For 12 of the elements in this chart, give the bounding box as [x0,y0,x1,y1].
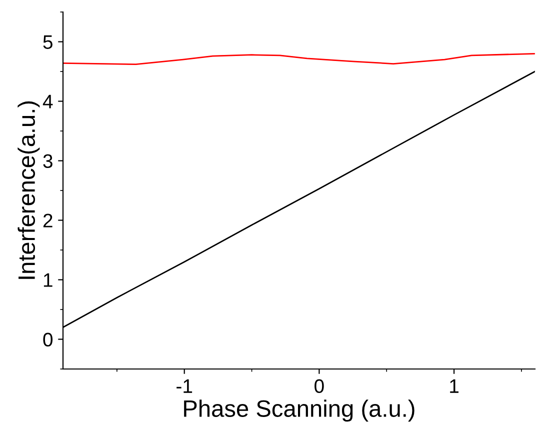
y-axis-title: Interference(a.u.) [18,101,40,279]
y-tick-label: 1 [44,273,52,287]
x-tick-label: 0 [314,379,324,394]
line-series [63,52,535,66]
y-tick-label: 2 [43,214,52,228]
y-tick-label: 5 [43,35,52,49]
x-tick-label: 1 [450,379,458,393]
y-tick-label: 4 [42,94,53,108]
y-tick-label: 3 [43,154,52,168]
x-axis-title: Phase Scanning (a.u.) [184,400,414,422]
x-tick-label: -1 [176,379,192,393]
y-tick-label: 0 [43,332,53,346]
